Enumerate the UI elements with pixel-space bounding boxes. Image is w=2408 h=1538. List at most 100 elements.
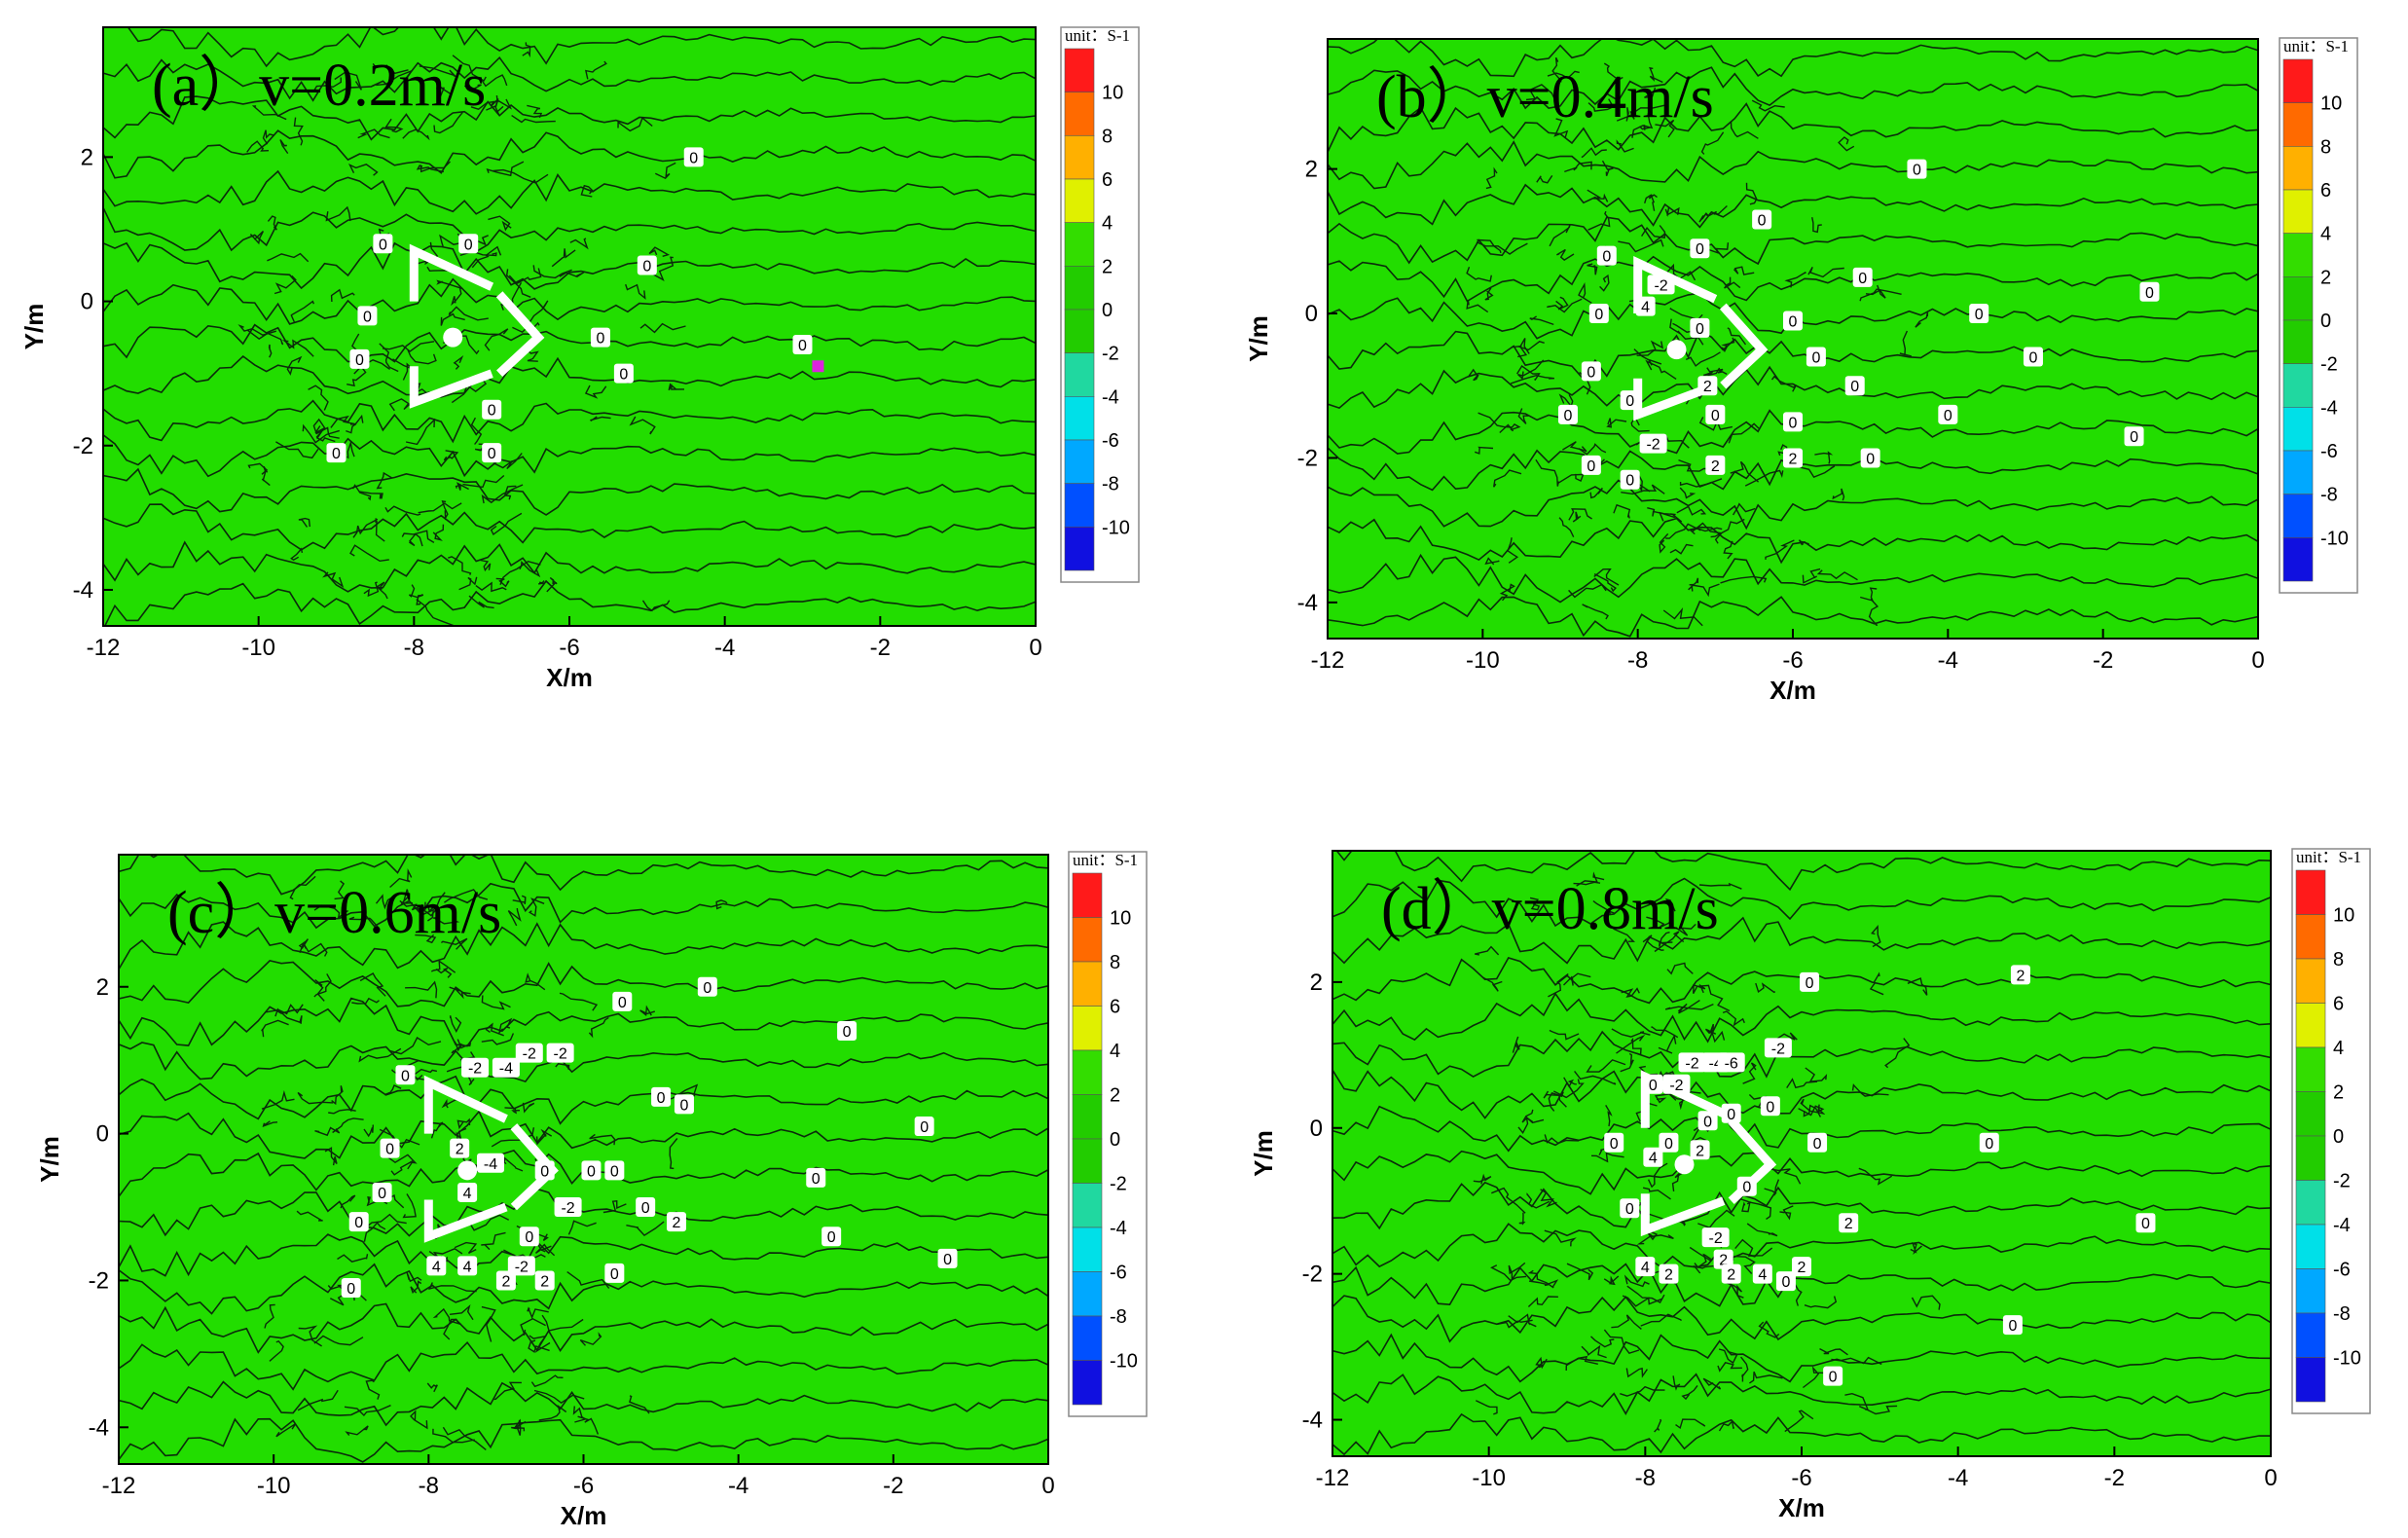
- contour-value-label: 0: [1581, 361, 1601, 382]
- colorbar-tick-label: -8: [2320, 485, 2338, 506]
- contour-squiggle: [426, 1382, 438, 1393]
- contour-squiggle: [669, 1138, 678, 1170]
- contour-label-bg: [477, 1153, 504, 1173]
- contour-squiggle: [1651, 1026, 1679, 1039]
- contour-label-text: 0: [1781, 1274, 1790, 1291]
- contour-label-bg: [348, 1212, 369, 1232]
- colorbar-band: [2282, 363, 2314, 408]
- contour-line: [103, 434, 1036, 478]
- contour-squiggle: [1517, 338, 1530, 358]
- contour-label-text: 2: [673, 1215, 681, 1231]
- contour-squiggle: [1589, 487, 1603, 499]
- contour-squiggle: [1493, 469, 1522, 488]
- contour-squiggle: [1723, 540, 1733, 560]
- contour-squiggle: [479, 74, 508, 88]
- colorbar-tick-label: 0: [1110, 1129, 1120, 1151]
- contour-squiggle: [1811, 217, 1822, 234]
- contour-label-bg: [495, 1270, 516, 1291]
- colorbar-band: [1072, 1227, 1103, 1272]
- contour-squiggle: [1721, 337, 1735, 352]
- colorbar-band: [2295, 1135, 2326, 1181]
- contour-squiggle: [1499, 422, 1521, 434]
- contour-squiggle: [410, 1410, 428, 1430]
- colorbar-band: [2282, 233, 2314, 277]
- contour-squiggle: [448, 556, 472, 575]
- contour-squiggle: [1706, 367, 1728, 376]
- contour-line: [1332, 1181, 2271, 1230]
- contour-label-bg: [636, 1197, 656, 1218]
- x-tick-label: -8: [1627, 647, 1648, 674]
- contour-line: [103, 129, 1036, 179]
- contour-label-text: 2: [501, 1273, 510, 1290]
- contour-squiggle: [416, 599, 456, 626]
- contour-squiggle: [490, 512, 523, 536]
- contour-squiggle: [569, 238, 589, 250]
- contour-label-bg: [613, 363, 634, 384]
- contour-squiggle: [298, 938, 309, 953]
- contour-label-text: -2: [554, 1046, 567, 1063]
- contour-squiggle: [1802, 568, 1821, 584]
- contour-squiggle: [1540, 1189, 1557, 1208]
- colorbar-band: [1064, 135, 1095, 180]
- contour-squiggle: [313, 973, 332, 998]
- colorbar-tick-label: 10: [1102, 83, 1123, 104]
- colorbar-unit: unit：S-1: [2296, 848, 2361, 866]
- contour-squiggle: [1717, 1362, 1742, 1373]
- contour-squiggle: [1616, 107, 1631, 122]
- contour-squiggle: [639, 322, 686, 334]
- contour-squiggle: [454, 1241, 478, 1255]
- contour-value-label: 0: [1938, 404, 1958, 424]
- colorbar-tick-label: 6: [2320, 180, 2331, 201]
- contour-label-bg: [1643, 1074, 1663, 1094]
- contour-value-label: 0: [590, 327, 610, 348]
- contour-squiggle: [269, 1339, 284, 1362]
- contour-line: [1332, 1295, 2271, 1343]
- contour-squiggle: [1603, 62, 1624, 81]
- contour-value-label: 2: [2010, 965, 2030, 985]
- colorbar-tick-label: -4: [1102, 386, 1119, 408]
- contour-squiggle: [1508, 1313, 1537, 1328]
- contour-value-label: -2: [515, 1043, 543, 1063]
- contour-squiggle: [1640, 1313, 1682, 1327]
- colorbar-tick-label: 4: [2320, 224, 2331, 245]
- contour-label-bg: [683, 147, 704, 167]
- contour-value-label: 0: [612, 991, 633, 1011]
- contour-squiggle: [538, 1404, 567, 1421]
- contour-label-bg: [590, 327, 610, 348]
- contour-label-text: 2: [456, 1142, 464, 1158]
- contour-squiggle: [1552, 1079, 1585, 1099]
- contour-squiggle: [349, 544, 389, 563]
- contour-squiggle: [668, 383, 685, 391]
- contour-squiggle: [1655, 119, 1675, 138]
- contour-squiggle: [1698, 417, 1733, 431]
- contour-label-bg: [1844, 376, 1865, 396]
- x-tick-label: -6: [1791, 1465, 1811, 1491]
- y-tick-label: 2: [1305, 157, 1318, 183]
- contour-squiggle: [462, 474, 505, 489]
- contour-squiggle: [302, 423, 341, 444]
- y-tick-label: 0: [96, 1121, 109, 1148]
- colorbar-unit: unit：S-1: [1065, 26, 1130, 45]
- contour-squiggle: [322, 571, 345, 588]
- colorbar-band: [1072, 1315, 1103, 1361]
- contour-squiggle: [1672, 1375, 1681, 1391]
- contour-squiggle: [430, 960, 456, 973]
- contour-value-label: 2: [667, 1212, 686, 1232]
- contour-line: [119, 1110, 1048, 1159]
- contour-value-label: 0: [2124, 426, 2144, 447]
- x-tick-label: -4: [1948, 1465, 1968, 1491]
- contour-label-bg: [1701, 1227, 1730, 1248]
- contour-squiggle: [1625, 1367, 1648, 1378]
- contour-label-text: 0: [1811, 350, 1820, 367]
- x-tick-label: -6: [573, 1473, 594, 1499]
- contour-label-bg: [837, 1021, 857, 1042]
- contour-squiggle: [296, 1210, 323, 1222]
- contour-squiggle: [420, 161, 451, 173]
- contour-squiggle: [1697, 984, 1731, 1012]
- contour-label-text: 0: [610, 1163, 619, 1180]
- contour-squiggle: [1629, 104, 1666, 120]
- contour-label-text: 0: [488, 403, 496, 420]
- contour-squiggle: [432, 1307, 462, 1326]
- colorbar-tick-label: 4: [1110, 1041, 1120, 1062]
- contour-squiggle: [390, 1159, 415, 1176]
